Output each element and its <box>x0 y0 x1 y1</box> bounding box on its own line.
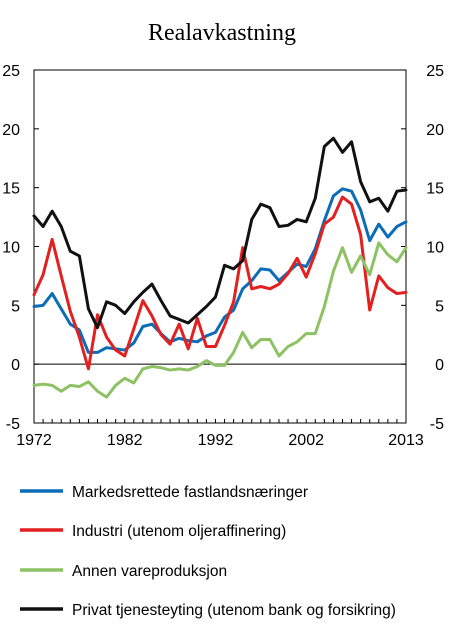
series-line-4 <box>32 136 408 330</box>
y-tick-label-right: 20 <box>426 122 444 139</box>
y-tick-label-left: 10 <box>2 240 20 257</box>
y-tick-label-right: -5 <box>430 416 444 433</box>
y-tick-label-right: 25 <box>426 63 444 80</box>
y-tick-label-right: 15 <box>426 181 444 198</box>
y-axis-right-labels: -5 0 5 10 15 20 25 <box>426 63 444 433</box>
chart-title: Realavkastning <box>148 20 296 46</box>
y-tick-label-left: 15 <box>2 181 20 198</box>
axis-ticks <box>33 69 407 424</box>
y-tick-label-left: 20 <box>2 122 20 139</box>
y-tick-label-left: -5 <box>6 416 20 433</box>
series-line-3 <box>32 241 408 399</box>
legend: Markedsrettede fastlandsnæringer Industri… <box>20 484 396 619</box>
x-tick-label: 1972 <box>16 432 52 449</box>
legend-label: Annen vareproduksjon <box>72 563 227 580</box>
y-tick-label-right: 10 <box>426 240 444 257</box>
legend-label: Markedsrettede fastlandsnæringer <box>72 484 308 501</box>
y-tick-label-right: 5 <box>435 298 444 315</box>
y-tick-label-right: 0 <box>435 357 444 374</box>
legend-label: Privat tjenesteyting (utenom bank og for… <box>72 602 396 619</box>
x-tick-label: 2013 <box>388 432 424 449</box>
legend-label: Industri (utenom oljeraffinering) <box>72 523 286 540</box>
y-tick-label-left: 0 <box>11 357 20 374</box>
x-tick-label: 2002 <box>288 432 324 449</box>
series-lines <box>32 136 408 399</box>
y-tick-label-left: 25 <box>2 63 20 80</box>
y-axis-left-labels: -5 0 5 10 15 20 25 <box>2 63 20 433</box>
x-tick-label: 1992 <box>198 432 234 449</box>
series-line-1 <box>32 187 408 354</box>
x-tick-label: 1982 <box>107 432 143 449</box>
x-axis-labels: 1972 1982 1992 2002 2013 <box>16 432 424 449</box>
y-tick-label-left: 5 <box>11 298 20 315</box>
plot-frame <box>33 69 407 424</box>
